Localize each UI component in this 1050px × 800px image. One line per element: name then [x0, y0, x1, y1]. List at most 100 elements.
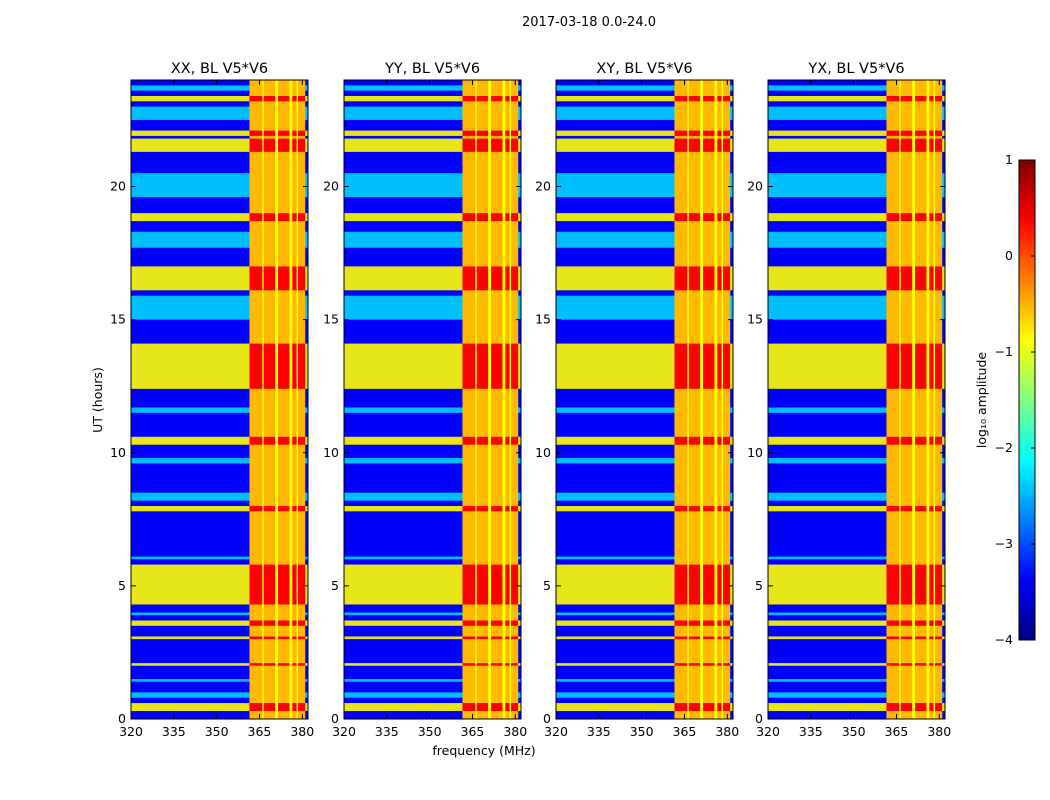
rfi-hotspot: [292, 564, 297, 605]
rfi-hotspot: [674, 436, 688, 445]
time-band-bright: [768, 620, 945, 626]
rfi-hotspot: [703, 213, 715, 222]
rfi-channel: [249, 80, 263, 719]
rfi-hotspot: [263, 636, 276, 640]
rfi-hotspot: [263, 620, 276, 626]
colorbar: 1 0 −1 −2 −3 −4 log₁₀ amplitude: [974, 152, 1036, 647]
rfi-hotspot: [476, 343, 489, 389]
colorbar-gradient: [1018, 159, 1036, 641]
time-band-bright: [556, 506, 733, 512]
rfi-hotspot: [915, 266, 927, 291]
rfi-hotspot: [263, 266, 276, 291]
rfi-hotspot: [723, 436, 731, 445]
heatmap-yy: [344, 80, 521, 719]
time-band-faint: [131, 556, 308, 560]
rfi-channel: [688, 80, 701, 719]
rfi-hotspot: [278, 620, 290, 626]
time-band-bright: [768, 95, 945, 102]
rfi-hotspot: [462, 343, 476, 389]
rfi-hotspot: [935, 436, 943, 445]
rfi-hotspot: [491, 436, 503, 445]
heatmap-yx: [768, 80, 945, 719]
time-band-bright: [131, 506, 308, 512]
rfi-hotspot: [476, 95, 489, 102]
time-band-bright: [344, 95, 521, 102]
rfi-channel: [491, 80, 503, 719]
rfi-hotspot: [505, 663, 510, 666]
time-band-faint: [344, 458, 521, 464]
rfi-hotspot: [278, 663, 290, 666]
rfi-hotspot: [511, 138, 519, 152]
rfi-hotspot: [935, 138, 943, 152]
rfi-hotspot: [249, 564, 263, 605]
rfi-hotspot: [298, 703, 306, 712]
rfi-hotspot: [703, 564, 715, 605]
y-tick-label: 0: [118, 711, 126, 726]
rfi-hotspot: [263, 663, 276, 666]
x-tick-label: 320: [756, 724, 780, 739]
rfi-hotspot: [292, 506, 297, 512]
y-tick-label: 15: [323, 312, 339, 327]
time-band-bright: [131, 663, 308, 666]
rfi-hotspot: [505, 138, 510, 152]
time-band-bright: [344, 636, 521, 640]
rfi-hotspot: [462, 266, 476, 291]
rfi-hotspot: [935, 213, 943, 222]
y-tick-label: 5: [755, 578, 763, 593]
rfi-hotspot: [723, 130, 731, 136]
panel-yy: YY, BL V5*V6 320 335 350 365 380 0 5 10 15 20: [323, 61, 527, 739]
rfi-hotspot: [703, 663, 715, 666]
time-band-bright: [344, 506, 521, 512]
figure-title: 2017-03-18 0.0-24.0: [522, 15, 656, 30]
rfi-hotspot: [298, 564, 306, 605]
time-band-faint: [556, 492, 733, 501]
time-band-bright: [344, 663, 521, 666]
colorbar-tick-label: −2: [995, 440, 1013, 455]
time-band-faint: [344, 692, 521, 698]
rfi-hotspot: [263, 436, 276, 445]
rfi-hotspot: [703, 703, 715, 712]
rfi-channel: [462, 80, 476, 719]
rfi-hotspot: [491, 663, 503, 666]
rfi-hotspot: [723, 663, 731, 666]
time-band-bright: [768, 436, 945, 445]
rfi-channel: [278, 80, 290, 719]
y-tick-label: 10: [747, 445, 763, 460]
rfi-hotspot: [249, 620, 263, 626]
y-tick-label: 15: [535, 312, 551, 327]
y-tick-label: 20: [110, 179, 126, 194]
rfi-hotspot: [703, 130, 715, 136]
rfi-hotspot: [886, 343, 900, 389]
rfi-hotspot: [688, 663, 701, 666]
rfi-hotspot: [674, 506, 688, 512]
rfi-hotspot: [278, 703, 290, 712]
time-band-faint: [768, 556, 945, 560]
time-band-bright: [556, 95, 733, 102]
rfi-hotspot: [717, 663, 722, 666]
rfi-hotspot: [915, 636, 927, 640]
rfi-channel: [476, 80, 489, 719]
rfi-hotspot: [511, 636, 519, 640]
time-band-faint: [556, 679, 733, 682]
rfi-hotspot: [292, 663, 297, 666]
rfi-hotspot: [703, 266, 715, 291]
rfi-hotspot: [929, 620, 934, 626]
rfi-hotspot: [674, 266, 688, 291]
rfi-hotspot: [511, 436, 519, 445]
time-band-bright: [131, 620, 308, 626]
y-tick-label: 0: [755, 711, 763, 726]
rfi-hotspot: [292, 636, 297, 640]
rfi-hotspot: [292, 620, 297, 626]
panel-title: YX, BL V5*V6: [807, 61, 904, 77]
rfi-hotspot: [263, 506, 276, 512]
time-band-faint: [768, 407, 945, 413]
rfi-hotspot: [505, 213, 510, 222]
rfi-hotspot: [935, 703, 943, 712]
rfi-hotspot: [935, 636, 943, 640]
rfi-hotspot: [900, 436, 913, 445]
time-band-faint: [768, 458, 945, 464]
rfi-hotspot: [263, 343, 276, 389]
rfi-hotspot: [915, 564, 927, 605]
time-band-bright: [768, 663, 945, 666]
